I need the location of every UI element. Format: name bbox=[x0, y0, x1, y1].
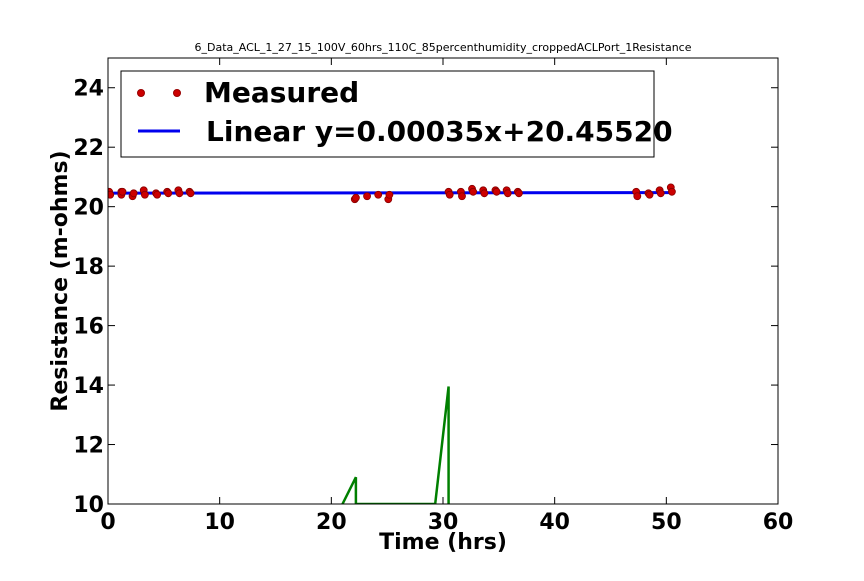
data-point-measured bbox=[140, 190, 149, 199]
plot-area bbox=[108, 183, 676, 504]
y-tick-label: 22 bbox=[73, 136, 104, 161]
chart-title: 6_Data_ACL_1_27_15_100V_60hrs_110C_85per… bbox=[194, 41, 691, 54]
data-point-measured bbox=[108, 190, 115, 199]
data-point-measured bbox=[656, 189, 665, 198]
legend: Measured Linear y=0.00035x+20.45520 bbox=[120, 70, 673, 158]
data-point-measured bbox=[385, 190, 394, 199]
y-tick-label: 12 bbox=[73, 434, 104, 459]
x-tick-label: 50 bbox=[651, 510, 682, 535]
legend-box bbox=[120, 70, 655, 158]
data-point-measured bbox=[633, 192, 642, 201]
y-tick-label: 16 bbox=[73, 315, 104, 340]
data-point-measured bbox=[129, 189, 138, 198]
legend-label-linear: Linear y=0.00035x+20.45520 bbox=[206, 115, 673, 148]
y-tick-label: 24 bbox=[73, 77, 104, 102]
legend-label-measured: Measured bbox=[204, 76, 359, 109]
y-tick-label: 20 bbox=[73, 196, 104, 221]
data-point-measured bbox=[458, 192, 466, 201]
data-point-measured bbox=[668, 187, 676, 196]
data-point-measured bbox=[503, 189, 512, 198]
data-point-measured bbox=[186, 189, 195, 198]
x-tick-label: 40 bbox=[539, 510, 570, 535]
x-axis-label: Time (hrs) bbox=[379, 530, 507, 555]
series-line-green bbox=[341, 386, 450, 504]
x-tick-label: 20 bbox=[316, 510, 347, 535]
y-tick-label: 10 bbox=[73, 493, 104, 518]
data-point-measured bbox=[175, 189, 184, 198]
legend-marker-measured-2 bbox=[173, 89, 181, 97]
y-tick-label: 18 bbox=[73, 255, 104, 280]
data-point-measured bbox=[515, 189, 523, 198]
x-tick-label: 60 bbox=[763, 510, 794, 535]
y-axis-label: Resistance (m-ohms) bbox=[48, 150, 73, 411]
data-point-measured bbox=[645, 190, 654, 199]
data-point-measured bbox=[445, 190, 454, 199]
data-point-measured bbox=[363, 192, 371, 201]
data-point-measured bbox=[164, 189, 173, 198]
data-point-measured bbox=[469, 187, 478, 196]
data-point-measured bbox=[480, 189, 489, 198]
x-tick-label: 30 bbox=[428, 510, 459, 535]
data-point-measured bbox=[118, 187, 127, 196]
x-tick-label: 0 bbox=[100, 510, 115, 535]
data-point-measured bbox=[351, 193, 360, 202]
data-point-measured bbox=[153, 190, 162, 199]
data-point-measured bbox=[492, 187, 501, 196]
y-tick-label: 14 bbox=[73, 374, 104, 399]
legend-marker-measured-1 bbox=[137, 89, 145, 97]
x-tick-label: 10 bbox=[204, 510, 235, 535]
data-point-measured bbox=[374, 190, 383, 199]
